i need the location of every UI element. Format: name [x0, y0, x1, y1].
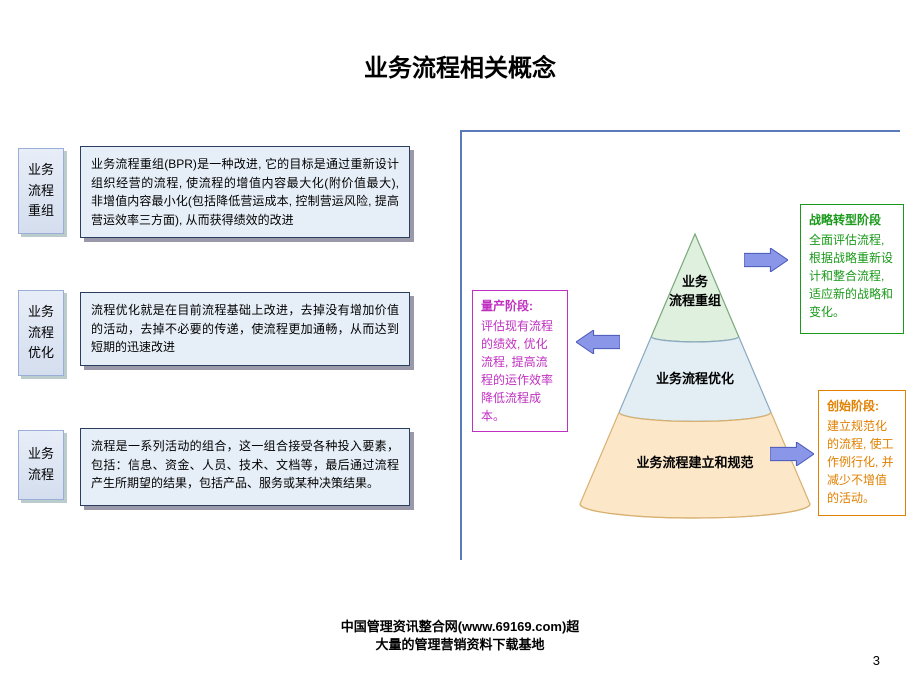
- callout-init: 创始阶段: 建立规范化的流程, 使工作例行化, 并减少不增值的活动。: [818, 390, 906, 516]
- page-number: 3: [873, 653, 880, 668]
- desc-box-bpr: 业务流程重组(BPR)是一种改进, 它的目标是通过重新设计组织经营的流程, 使流…: [80, 146, 410, 238]
- label-line: 业务: [28, 444, 54, 465]
- label-line: 业务: [28, 302, 54, 323]
- page-title: 业务流程相关概念: [0, 48, 920, 83]
- arrow-right-bottom: [770, 442, 814, 466]
- arrow-right-top: [744, 248, 788, 272]
- desc-box-opt: 流程优化就是在目前流程基础上改进，去掉没有增加价值的活动，去掉不必要的传递，使流…: [80, 292, 410, 366]
- pyramid-label-mid: 业务流程优化: [625, 368, 765, 387]
- callout-mass: 量产阶段: 评估现有流程的绩效, 优化流程, 提高流程的运作效率降低流程成本。: [472, 290, 568, 432]
- label-line: 业务: [28, 160, 54, 181]
- callout-strategy-title: 战略转型阶段: [809, 213, 881, 227]
- label-box-proc: 业务流程: [18, 430, 64, 500]
- desc-box-proc: 流程是一系列活动的组合，这一组合接受各种投入要素，包括：信息、资金、人员、技术、…: [80, 428, 410, 506]
- label-box-bpr: 业务流程重组: [18, 148, 64, 234]
- label-box-opt: 业务流程优化: [18, 290, 64, 376]
- label-line: 优化: [28, 343, 54, 364]
- label-line: 流程: [28, 323, 54, 344]
- divider-vertical: [460, 130, 462, 560]
- pyramid-label-base: 业务流程建立和规范: [625, 452, 765, 471]
- arrow-left: [576, 330, 620, 354]
- label-line: 流程: [28, 181, 54, 202]
- callout-init-title: 创始阶段:: [827, 399, 879, 413]
- callout-strategy-body: 全面评估流程, 根据战略重新设计和整合流程, 适应新的战略和变化。: [809, 231, 895, 321]
- callout-init-body: 建立规范化的流程, 使工作例行化, 并减少不增值的活动。: [827, 417, 897, 507]
- callout-mass-body: 评估现有流程的绩效, 优化流程, 提高流程的运作效率降低流程成本。: [481, 317, 559, 425]
- callout-strategy: 战略转型阶段 全面评估流程, 根据战略重新设计和整合流程, 适应新的战略和变化。: [800, 204, 904, 334]
- label-line: 重组: [28, 201, 54, 222]
- divider-horizontal: [460, 130, 900, 132]
- footer-text: 中国管理资讯整合网(www.69169.com)超大量的管理营销资料下载基地: [0, 618, 920, 654]
- label-line: 流程: [28, 465, 54, 486]
- callout-mass-title: 量产阶段:: [481, 299, 533, 313]
- pyramid-label-top: 业务流程重组: [625, 271, 765, 309]
